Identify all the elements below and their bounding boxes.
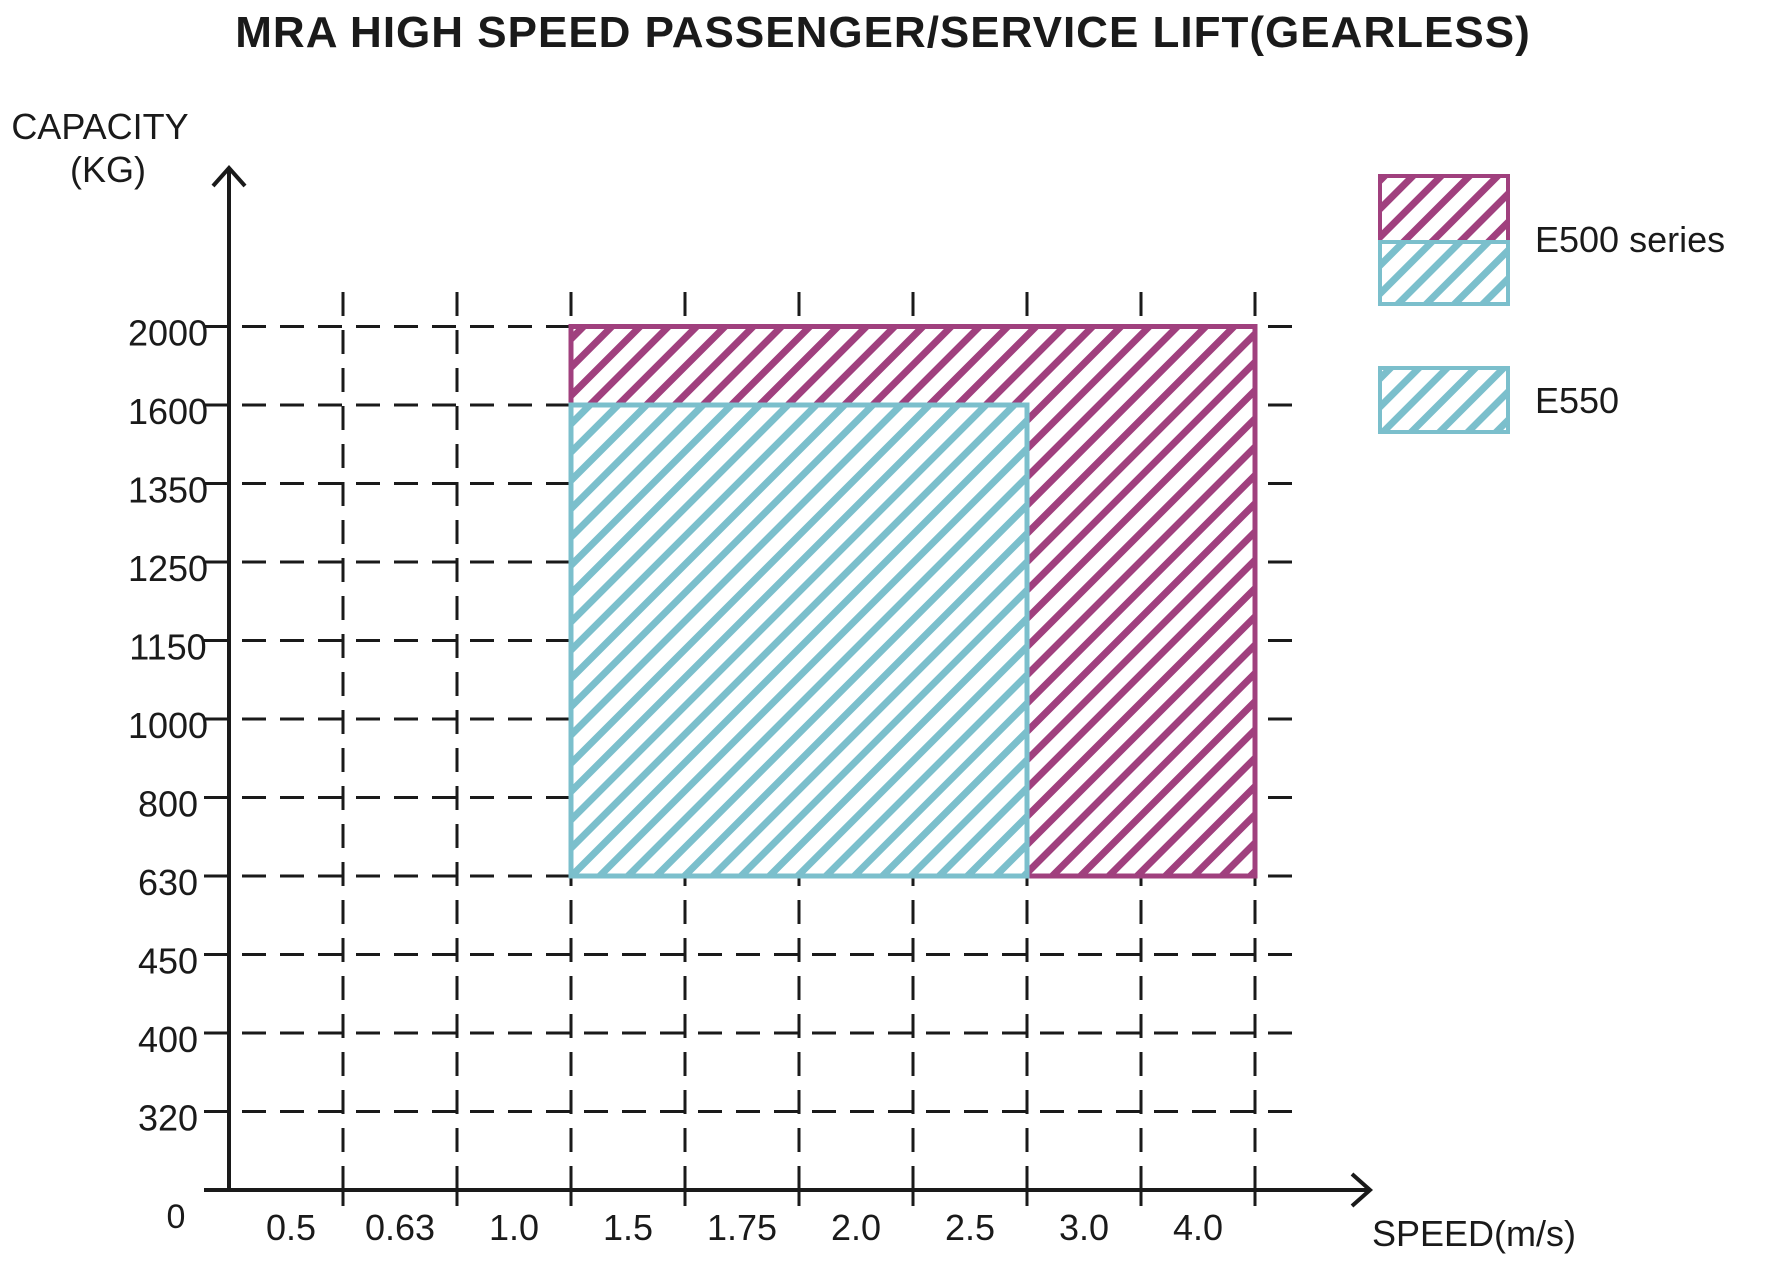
x-axis-arrow [1350,1172,1374,1208]
x-tick-label: 1.5 [603,1207,653,1248]
legend-swatch-e550 [1378,366,1510,434]
y-axis-arrow [211,164,247,188]
x-tick-label: 0.5 [266,1207,316,1248]
axes [204,164,1374,1208]
y-tick-label: 2000 [128,313,208,354]
y-tick-label: 400 [138,1019,198,1060]
x-tick-label: 1.75 [707,1207,777,1248]
chart-title: MRA HIGH SPEED PASSENGER/SERVICE LIFT(GE… [235,8,1531,57]
y-tick-label: 1350 [128,470,208,511]
legend-swatch-e500-upper [1378,174,1510,244]
origin-label: 0 [167,1198,186,1236]
series-areas [568,324,1258,879]
series-area-e550 [568,402,1030,879]
x-tick-label: 2.5 [945,1207,995,1248]
legend-label-e550: E550 [1535,380,1619,421]
legend-label-e500: E500 series [1535,219,1725,260]
legend: E500 series E550 [1378,174,1725,434]
x-tick-label: 1.0 [489,1207,539,1248]
y-tick-label: 1250 [128,548,208,589]
x-tick-label: 4.0 [1173,1207,1223,1248]
y-tick-label: 1000 [128,705,208,746]
axis-labels: CAPACITY (KG) SPEED(m/s) 0 0.5 0.63 1.0 1.5… [11,106,1576,1254]
x-tick-label: 0.63 [365,1207,435,1248]
y-tick-label: 800 [138,784,198,825]
y-axis-label: CAPACITY [11,106,188,147]
y-tick-label: 320 [138,1098,198,1139]
y-tick-label: 630 [138,862,198,903]
legend-swatch-e500-lower [1378,240,1510,306]
x-tick-label: 2.0 [831,1207,881,1248]
x-tick-label: 3.0 [1059,1207,1109,1248]
y-axis-unit-label: (KG) [70,149,146,190]
y-tick-label: 1600 [128,391,208,432]
x-axis-label: SPEED(m/s) [1372,1213,1576,1254]
y-tick-label: 1150 [129,627,206,668]
y-tick-label: 450 [138,941,198,982]
